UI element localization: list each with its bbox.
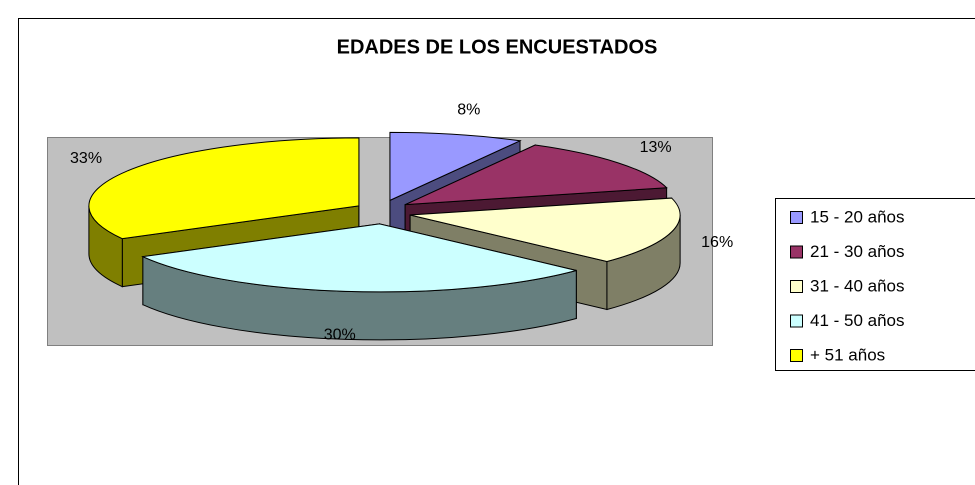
legend-swatch [790,280,803,293]
legend-swatch [790,211,803,224]
legend-label: 31 - 40 años [810,276,905,295]
chart-title: EDADES DE LOS ENCUESTADOS [337,36,658,58]
data-label: 33% [70,150,102,167]
data-label: 30% [324,326,356,343]
legend-label: 41 - 50 años [810,311,905,330]
slice [141,223,577,293]
legend-label: + 51 años [810,345,885,364]
legend-swatch [790,245,803,259]
legend-label: 15 - 20 años [810,207,905,226]
legend-box [775,198,975,371]
slice [404,144,668,206]
legend-swatch [790,349,803,362]
data-label: 13% [640,139,672,156]
slice [410,197,681,263]
slice [389,131,522,202]
legend-label: 21 - 30 años [810,242,905,261]
slice [88,137,360,240]
legend-swatch [790,314,803,328]
data-label: 8% [457,102,480,119]
data-label: 16% [701,234,733,251]
